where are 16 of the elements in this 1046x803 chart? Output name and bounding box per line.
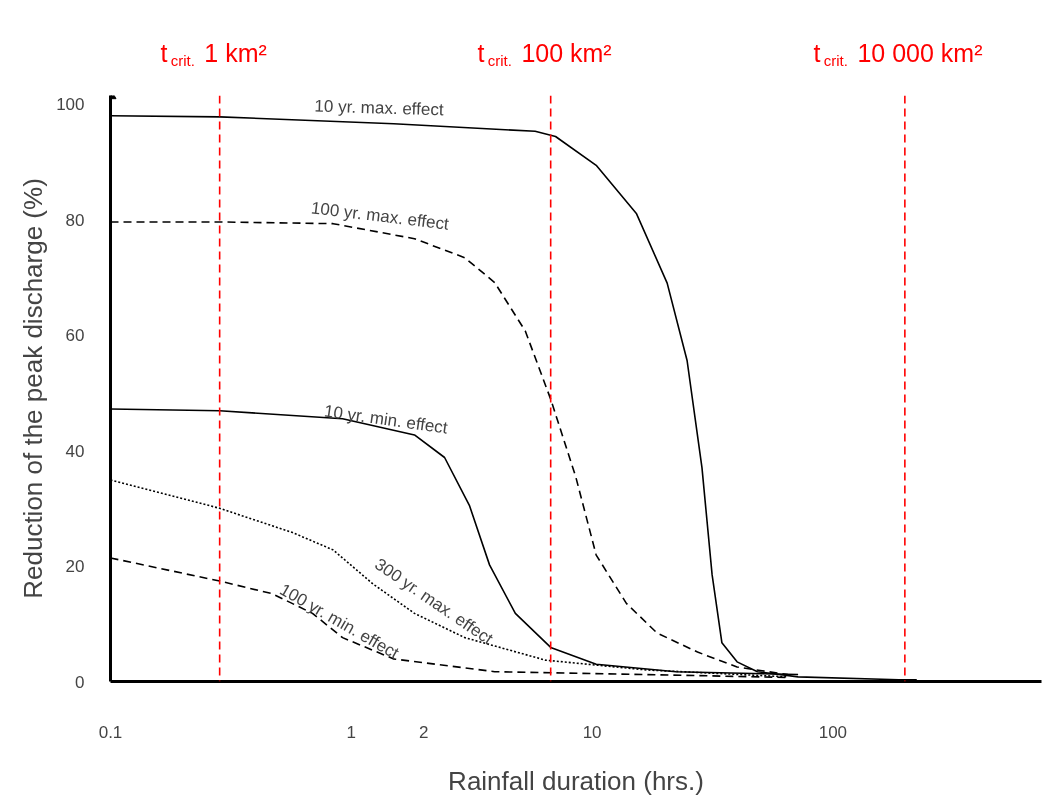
y-tick-label: 100 bbox=[56, 95, 85, 115]
y-tick-label: 40 bbox=[65, 441, 85, 461]
y-tick-label: 80 bbox=[65, 210, 85, 230]
x-tick-label: 100 bbox=[818, 722, 848, 742]
y-tick-label: 20 bbox=[65, 557, 85, 577]
x-axis-title: Rainfall duration (hrs.) bbox=[448, 765, 704, 796]
y-axis-title: Reduction of the peak discharge (%) bbox=[18, 178, 49, 599]
x-tick-label: 10 bbox=[582, 722, 602, 742]
x-tick-label: 1 bbox=[346, 722, 357, 742]
y-tick-label: 0 bbox=[75, 672, 85, 692]
x-tick-label: 0.1 bbox=[98, 722, 123, 742]
annotation: 100 yr. max. effect bbox=[309, 198, 451, 234]
annotation: 10 yr. max. effect bbox=[314, 96, 445, 120]
y-tick-label: 60 bbox=[65, 326, 85, 346]
annotation: 10 yr. min. effect bbox=[322, 401, 450, 438]
x-tick-label: 2 bbox=[419, 722, 429, 742]
